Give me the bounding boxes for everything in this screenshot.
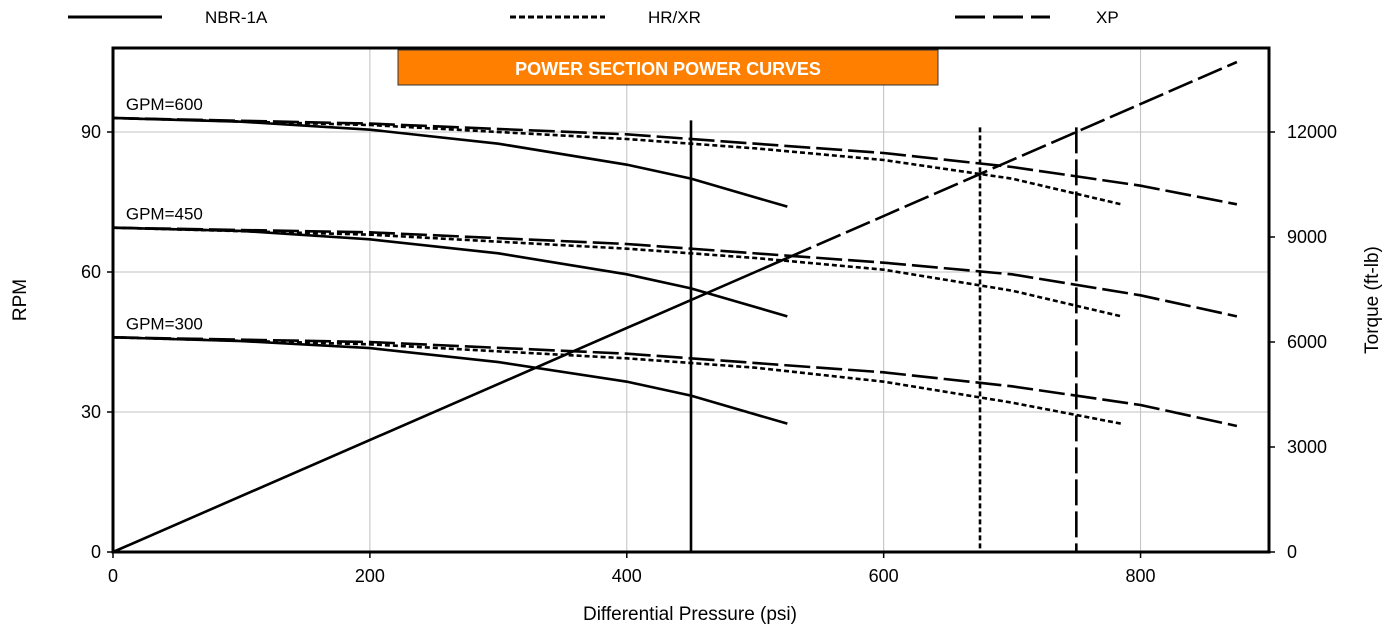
y-tick-label: 0 — [91, 542, 101, 562]
y2-tick-label: 3000 — [1287, 437, 1327, 457]
series-line — [112, 336, 1122, 425]
x-tick-label: 200 — [355, 566, 385, 586]
series-line — [786, 60, 1238, 260]
y2-tick-label: 9000 — [1287, 227, 1327, 247]
plot-frame — [111, 46, 1271, 554]
x-tick-label: 600 — [869, 566, 899, 586]
gpm-curve-label: GPM=600 — [126, 95, 203, 114]
series-line — [112, 116, 788, 208]
chart-title: POWER SECTION POWER CURVES — [515, 59, 821, 79]
y2-axis-title: Torque (ft-lb) — [1362, 246, 1383, 354]
x-tick-label: 400 — [612, 566, 642, 586]
series-line — [112, 256, 788, 554]
chart-title-background — [397, 49, 939, 86]
x-axis-title: Differential Pressure (psi) — [583, 604, 797, 625]
y2-tick-label: 12000 — [1287, 122, 1337, 142]
x-tick-label: 0 — [108, 566, 118, 586]
plot-border — [111, 46, 1271, 554]
y-tick-label: 30 — [81, 402, 101, 422]
legend-label: HR/XR — [648, 8, 701, 27]
legend-label: NBR-1A — [205, 8, 268, 27]
y-axis-title: RPM — [10, 279, 31, 321]
curve-labels: GPM=600 GPM=450 GPM=300 — [126, 95, 203, 333]
series-line — [112, 226, 1238, 318]
ticks: 0 200 400 600 800 0 30 60 90 0 3000 6000 9000 12000 — [81, 122, 1337, 586]
y2-tick-label: 0 — [1287, 542, 1297, 562]
y2-tick-label: 6000 — [1287, 332, 1327, 352]
chart-title-box: POWER SECTION POWER CURVES — [397, 49, 939, 86]
legend: NBR-1A HR/XR XP — [68, 8, 1119, 27]
legend-label: XP — [1096, 8, 1119, 27]
series-line — [112, 336, 788, 425]
x-tick-label: 800 — [1126, 566, 1156, 586]
series-line — [112, 336, 1238, 428]
series-line — [112, 226, 1122, 318]
y-tick-label: 90 — [81, 122, 101, 142]
series-line — [112, 116, 1122, 206]
gpm-curve-label: GPM=300 — [126, 314, 203, 333]
gpm-curve-label: GPM=450 — [126, 205, 203, 224]
curves — [112, 60, 1238, 554]
series-line — [112, 116, 1238, 206]
y-tick-label: 60 — [81, 262, 101, 282]
